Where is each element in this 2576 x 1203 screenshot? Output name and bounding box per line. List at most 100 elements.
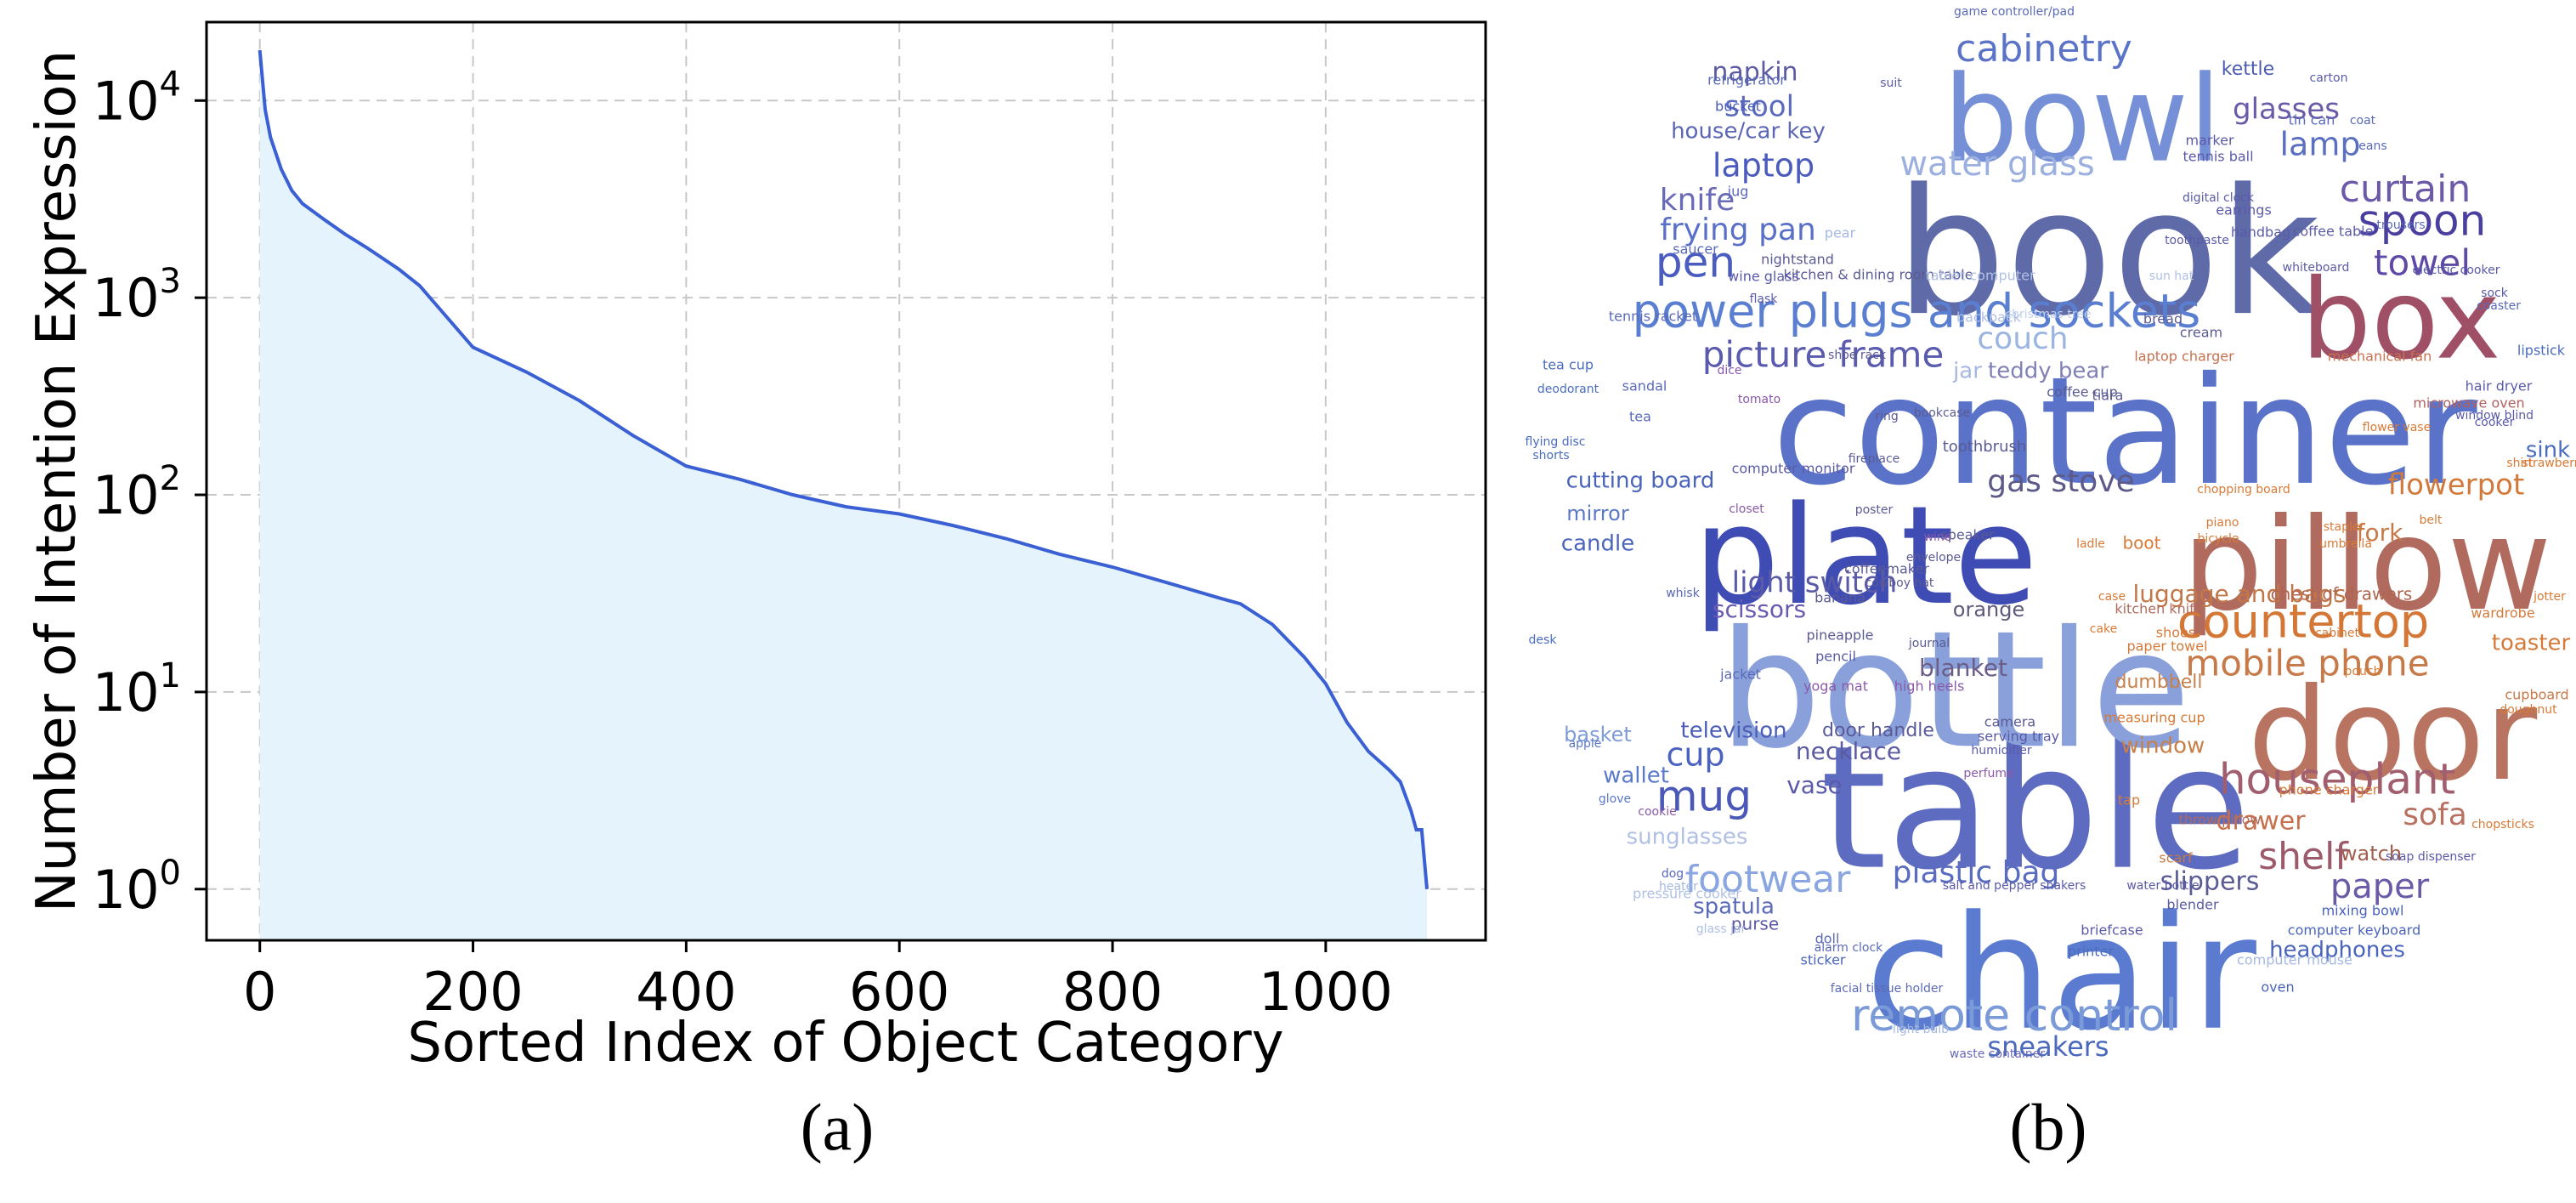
cloud-word: saucer <box>1673 241 1718 258</box>
cloud-word: speaker <box>1940 527 1995 543</box>
x-tick-label: 200 <box>422 961 523 1023</box>
cloud-word: soap dispenser <box>2386 850 2476 864</box>
cloud-word: sock <box>2481 287 2509 300</box>
cloud-word: slippers <box>2160 867 2260 897</box>
cloud-word: blender <box>2166 897 2219 913</box>
y-tick-label: 102 <box>93 459 181 526</box>
cloud-word: cooker <box>2475 416 2515 429</box>
caption-b: (b) <box>2010 1090 2087 1164</box>
cloud-word: poster <box>1855 503 1894 517</box>
cloud-word: piano <box>2206 516 2239 530</box>
cloud-word: strawberry <box>2522 457 2576 470</box>
cloud-word: cowboy hat <box>1865 576 1934 590</box>
cloud-word: countertop <box>2177 595 2429 649</box>
x-tick-label: 600 <box>849 961 949 1023</box>
cloud-word: mixing bowl <box>2322 903 2404 919</box>
cloud-word: bottle <box>1718 596 2191 784</box>
cloud-word: dog <box>1662 867 1684 881</box>
x-axis-ticks: 0 200 400 600 800 1000 <box>243 940 1393 1023</box>
cloud-word: pear <box>1825 225 1856 241</box>
series-line <box>258 49 1429 889</box>
cloud-word: coffeemaker <box>1844 561 1929 577</box>
cloud-word: throw pillow <box>2179 812 2262 828</box>
cloud-word: box <box>2301 255 2501 384</box>
cloud-word: table <box>1820 710 2251 908</box>
cloud-word: ring <box>1875 410 1898 423</box>
cloud-word: envelope <box>1906 551 1961 565</box>
cloud-word: pen <box>1656 238 1735 287</box>
cloud-word: coaster <box>2477 299 2521 313</box>
cloud-word: lamp <box>2280 126 2361 163</box>
cloud-word: coffee table <box>2293 224 2374 240</box>
cloud-word: gas stove <box>1987 464 2134 499</box>
cloud-word: mug <box>1656 772 1752 821</box>
cloud-word: wine <box>1924 531 1952 544</box>
cloud-word: fork <box>2357 519 2404 547</box>
plot-frame <box>205 20 1487 942</box>
cloud-word: coat <box>2350 114 2376 128</box>
cloud-word: glass jar <box>1696 922 1747 936</box>
cloud-word: book <box>1895 152 2320 355</box>
cloud-word: drawer <box>2216 807 2306 837</box>
cloud-word: oven <box>2261 979 2294 996</box>
cloud-word: phone charger <box>2279 782 2379 798</box>
cloud-word: plastic bag <box>1893 855 2060 890</box>
caption-a: (a) <box>801 1090 875 1164</box>
cloud-word: tennis racket <box>1609 309 1697 325</box>
cloud-word: sticker <box>1801 952 1846 968</box>
cloud-word: television <box>1680 718 1786 744</box>
cloud-word: high heels <box>1894 678 1965 695</box>
cloud-word: chopsticks <box>2471 818 2534 831</box>
cloud-word: camera <box>1984 714 2035 730</box>
cloud-word: chopping board <box>2197 483 2290 497</box>
y-axis-ticks: 100 101 102 103 104 <box>93 65 207 921</box>
cloud-word: shoe rack <box>1828 349 1887 362</box>
cloud-word: curtain <box>2340 167 2471 211</box>
cloud-word: tiara <box>2092 388 2124 404</box>
cloud-word: tea cup <box>1543 357 1594 373</box>
cloud-word: watch <box>2341 842 2402 865</box>
cloud-word: sneakers <box>1987 1030 2109 1063</box>
cloud-word: dice <box>1717 364 1741 377</box>
cloud-word: bread <box>2143 311 2183 327</box>
series-fill-area <box>259 50 1428 941</box>
cloud-word: paper towel <box>2126 638 2207 655</box>
x-axis-label: Sorted Index of Object Category <box>407 1012 1283 1075</box>
cloud-word: sink <box>2526 438 2570 463</box>
cloud-word: humidifier <box>1971 744 2031 758</box>
cloud-word: umbrella <box>2319 537 2372 551</box>
cloud-word: shelf <box>2258 835 2349 878</box>
cloud-word: necklace <box>1796 737 1901 765</box>
cloud-word: whiteboard <box>2283 261 2350 275</box>
cloud-word: flask <box>1750 292 1779 306</box>
cloud-word: kettle <box>2222 59 2274 80</box>
cloud-word: wardrobe <box>2471 605 2534 621</box>
cloud-word: perfume <box>1963 767 2013 780</box>
cloud-word: cake <box>2090 622 2118 636</box>
cloud-word: container <box>1772 346 2477 519</box>
y-tick-label: 104 <box>93 65 181 132</box>
cloud-word: sun hat <box>2149 270 2194 283</box>
cloud-word: toaster <box>2492 631 2571 656</box>
cloud-word: digital clock <box>2183 191 2255 205</box>
cloud-word: door <box>2248 661 2538 809</box>
cloud-word: spoon <box>2358 196 2487 246</box>
cloud-word: deodorant <box>1537 383 1599 396</box>
cloud-word: nightstand <box>1761 252 1834 268</box>
cloud-word: napkin <box>1712 58 1798 88</box>
cloud-word: doll <box>1815 931 1840 947</box>
cloud-word: purse <box>1731 914 1779 934</box>
cloud-word: knife <box>1660 183 1735 218</box>
cloud-word: closet <box>1729 502 1764 516</box>
cloud-word: fireplace <box>1848 452 1900 466</box>
cloud-word: tin can <box>2289 112 2335 128</box>
cloud-word: tea <box>1629 409 1651 425</box>
cloud-word: ladle <box>2076 537 2105 551</box>
cloud-word: doughnut <box>2500 703 2557 717</box>
cloud-word: pineapple <box>1807 627 1874 644</box>
cloud-word: pressure cooker <box>1633 886 1741 902</box>
cloud-word: cabinet <box>2315 627 2360 640</box>
cloud-word: houseplant <box>2219 755 2455 804</box>
